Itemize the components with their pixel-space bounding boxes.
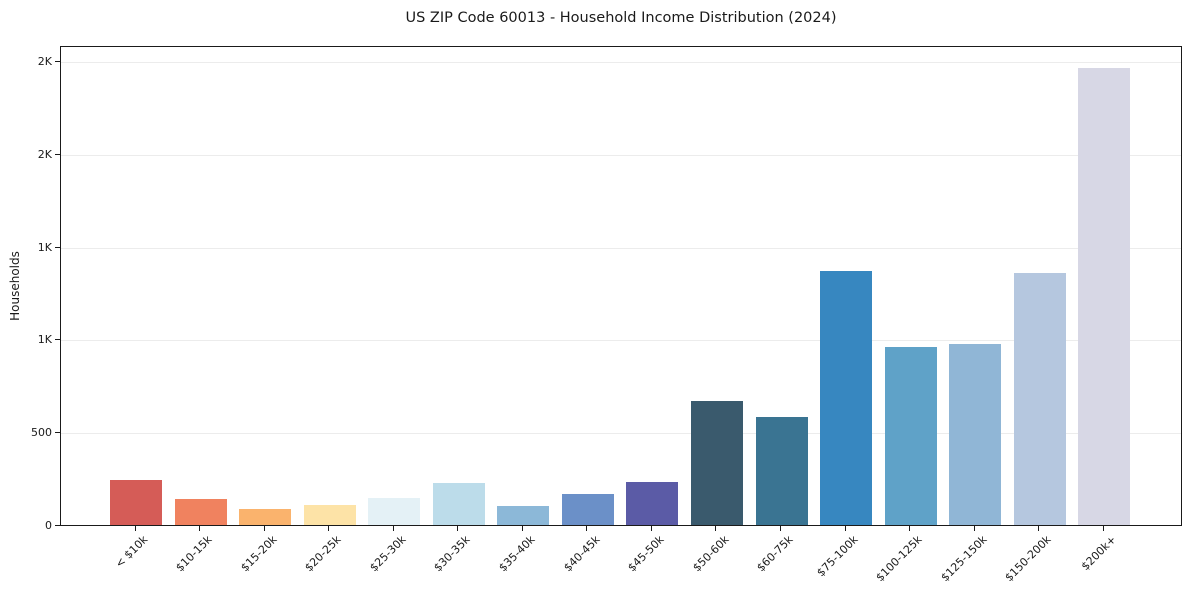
x-tick <box>521 526 523 531</box>
bar-$30-35k <box>432 482 485 525</box>
bar-$100-125k <box>884 346 937 525</box>
plot-area <box>60 46 1182 526</box>
bar-$20-25k <box>303 505 356 525</box>
bar-$45-50k <box>626 481 679 525</box>
y-tick <box>55 339 60 341</box>
y-tick <box>55 61 60 63</box>
x-tick <box>780 526 781 531</box>
x-tick <box>1038 526 1040 531</box>
x-tick <box>134 526 136 531</box>
y-axis-label: Households <box>8 251 22 321</box>
x-tick-label: $60-75k <box>754 533 796 575</box>
y-tick-label: 1K <box>37 333 52 347</box>
x-tick <box>715 526 717 531</box>
x-tick <box>586 526 588 531</box>
x-tick <box>199 526 201 531</box>
bar-$10-15k <box>174 499 227 525</box>
x-tick <box>457 526 459 531</box>
bar-< $10k <box>110 480 162 525</box>
gridline <box>61 62 1181 64</box>
gridline <box>61 154 1181 156</box>
x-tick <box>650 526 652 531</box>
y-tick <box>55 525 60 526</box>
x-tick-label: $30-35k <box>431 533 473 575</box>
x-tick <box>263 526 265 531</box>
x-tick-label: $45-50k <box>625 533 667 575</box>
x-tick-label: $200k+ <box>1078 533 1119 574</box>
bar-$125-150k <box>949 344 1002 525</box>
bar-$150-200k <box>1013 272 1066 525</box>
x-tick <box>328 526 330 531</box>
bar-$25-30k <box>368 498 421 525</box>
y-tick-label: 2K <box>37 147 52 161</box>
x-tick <box>392 526 394 531</box>
x-tick <box>909 526 911 531</box>
x-tick-label: $15-20k <box>238 533 280 575</box>
bar-$200k+ <box>1078 67 1131 525</box>
x-tick <box>1102 526 1104 531</box>
bar-$35-40k <box>497 506 550 525</box>
gridline <box>61 340 1181 342</box>
x-tick-label: $75-100k <box>814 533 861 580</box>
y-tick-label: 2K <box>37 55 52 69</box>
y-tick <box>55 432 60 434</box>
bar-$60-75k <box>755 417 808 525</box>
chart-title: US ZIP Code 60013 - Household Income Dis… <box>405 10 837 26</box>
y-tick-label: 500 <box>31 426 52 440</box>
bar-$15-20k <box>239 509 292 525</box>
x-tick-label: $10-15k <box>173 533 215 575</box>
x-tick-label: $25-30k <box>367 533 409 575</box>
gridline <box>61 247 1181 249</box>
y-tick <box>55 153 60 155</box>
x-tick-label: $20-25k <box>302 533 344 575</box>
gridline <box>61 433 1181 435</box>
bar-$50-60k <box>690 401 743 525</box>
bar-$40-45k <box>561 494 614 525</box>
y-tick-label: 1K <box>37 240 52 254</box>
y-tick-label: 0 <box>45 519 52 532</box>
x-tick-label: $50-60k <box>689 533 732 575</box>
x-tick <box>844 526 846 531</box>
x-tick <box>973 526 975 531</box>
x-tick-label: $35-40k <box>496 533 538 575</box>
x-tick-label: $40-45k <box>560 533 603 575</box>
x-tick-label: < $10k <box>112 533 151 571</box>
x-tick-label: $150-200k <box>1002 533 1054 585</box>
bar-$75-100k <box>820 270 873 525</box>
y-tick <box>55 246 60 248</box>
x-tick-label: $100-125k <box>873 533 925 585</box>
x-tick-label: $125-150k <box>938 533 990 585</box>
